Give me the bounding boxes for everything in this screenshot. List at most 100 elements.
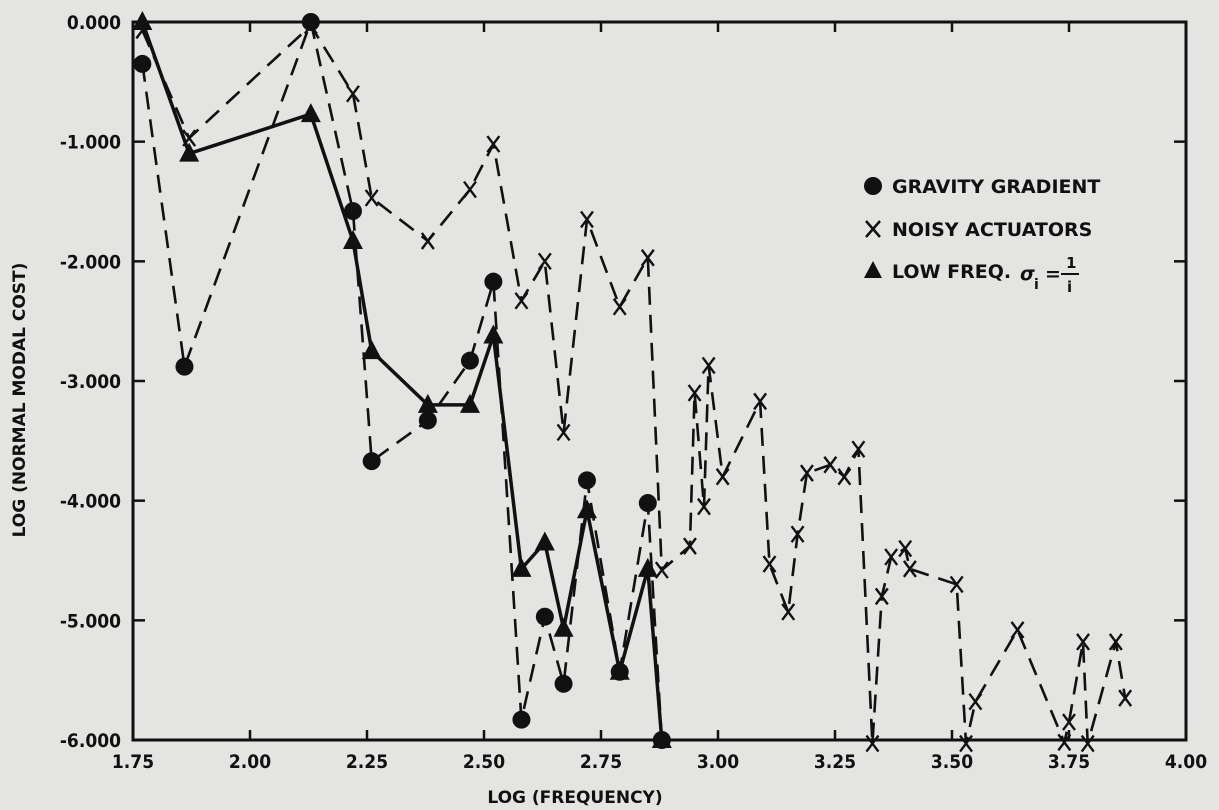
data-point-x bbox=[799, 464, 814, 482]
legend: GRAVITY GRADIENT NOISY ACTUATORS LOW FRE… bbox=[864, 176, 1100, 296]
data-point-x bbox=[949, 575, 964, 594]
x-tick-label: 1.75 bbox=[112, 751, 154, 773]
data-point-x bbox=[1108, 633, 1123, 651]
data-point-x bbox=[346, 85, 360, 103]
legend-circle-marker bbox=[864, 177, 882, 195]
x-tick-label: 2.25 bbox=[346, 751, 388, 773]
data-point-x bbox=[537, 252, 552, 271]
legend-fraction-denominator: i bbox=[1067, 278, 1072, 296]
data-point-circle bbox=[301, 13, 320, 31]
data-point-x bbox=[701, 356, 716, 375]
data-point-circle bbox=[175, 357, 194, 376]
legend-fraction-numerator: 1 bbox=[1066, 254, 1076, 272]
data-point-triangle bbox=[651, 729, 672, 748]
legend-sigma-subscript: i bbox=[1034, 277, 1039, 293]
data-point-x bbox=[959, 734, 973, 753]
data-point-x bbox=[823, 456, 838, 474]
legend-item-gravity-gradient: GRAVITY GRADIENT bbox=[864, 176, 1100, 198]
y-tick-label: -1.000 bbox=[60, 132, 121, 154]
legend-label-low-freq: LOW FREQ. bbox=[892, 261, 1011, 283]
data-point-triangle bbox=[179, 142, 200, 162]
data-point-triangle bbox=[342, 229, 363, 249]
data-point-circle bbox=[577, 471, 596, 490]
x-tick-label: 3.50 bbox=[931, 751, 973, 773]
data-point-x bbox=[697, 497, 711, 516]
data-point-x bbox=[1076, 633, 1090, 651]
data-point-circle bbox=[460, 351, 479, 370]
y-tick-label: -4.000 bbox=[60, 491, 121, 513]
legend-item-noisy-actuators: NOISY ACTUATORS bbox=[865, 219, 1092, 241]
data-point-x bbox=[1057, 733, 1072, 752]
data-point-x bbox=[715, 468, 730, 486]
data-point-triangle bbox=[361, 340, 382, 360]
data-point-x bbox=[851, 440, 866, 458]
data-point-x bbox=[753, 392, 768, 411]
data-point-circle bbox=[638, 494, 657, 513]
data-point-x bbox=[790, 525, 805, 543]
y-tick-label: 0.000 bbox=[67, 12, 121, 34]
data-point-circle bbox=[554, 674, 573, 693]
data-point-triangle bbox=[511, 557, 532, 577]
series-lines bbox=[140, 20, 1127, 745]
data-point-triangle bbox=[576, 499, 597, 519]
data-point-x bbox=[968, 692, 983, 711]
data-point-triangle bbox=[553, 617, 574, 637]
data-point-x bbox=[837, 468, 852, 486]
data-point-triangle bbox=[534, 531, 555, 551]
data-point-x bbox=[514, 292, 529, 310]
axes bbox=[131, 20, 1188, 742]
y-tick-label: -3.000 bbox=[60, 371, 121, 393]
data-point-x bbox=[874, 587, 889, 606]
data-point-x bbox=[1080, 734, 1095, 753]
legend-sigma: σ bbox=[1020, 263, 1035, 285]
tick-labels: 1.75 2.00 2.25 2.50 2.75 3.00 3.25 3.50 3.75 4.00… bbox=[60, 12, 1207, 773]
data-point-circle bbox=[512, 710, 531, 729]
data-point-x bbox=[682, 537, 697, 555]
data-point-x bbox=[1010, 621, 1025, 639]
data-point-x bbox=[580, 210, 594, 229]
series-line-circle bbox=[141, 20, 664, 741]
legend-item-low-freq: LOW FREQ. σ i = 1 i bbox=[864, 254, 1079, 296]
data-point-triangle bbox=[300, 103, 321, 123]
x-axis-label: LOG (FREQUENCY) bbox=[487, 788, 662, 808]
data-point-x bbox=[1118, 689, 1133, 707]
data-point-x bbox=[303, 16, 318, 35]
x-tick-label: 3.75 bbox=[1048, 751, 1090, 773]
data-point-x bbox=[762, 555, 777, 573]
data-point-circle bbox=[343, 202, 362, 221]
data-point-x bbox=[486, 135, 501, 153]
legend-equals: = bbox=[1045, 263, 1061, 285]
y-tick-label: -6.000 bbox=[60, 730, 121, 752]
y-tick-label: -5.000 bbox=[60, 610, 121, 632]
legend-label-noisy-actuators: NOISY ACTUATORS bbox=[892, 219, 1092, 241]
data-point-x bbox=[654, 561, 669, 579]
data-point-x bbox=[364, 189, 379, 207]
data-point-triangle bbox=[459, 393, 480, 413]
data-point-circle bbox=[133, 54, 152, 73]
x-tick-label: 4.00 bbox=[1165, 751, 1207, 773]
data-point-x bbox=[884, 548, 899, 566]
data-point-triangle bbox=[417, 393, 438, 413]
x-tick-label: 3.25 bbox=[814, 751, 856, 773]
data-point-x bbox=[1062, 713, 1076, 731]
series-line-x bbox=[141, 24, 1127, 745]
data-point-x bbox=[182, 129, 197, 147]
series-markers bbox=[132, 11, 1133, 753]
data-point-x bbox=[687, 384, 702, 402]
data-point-x bbox=[463, 180, 477, 199]
data-point-x bbox=[902, 560, 917, 578]
data-point-triangle bbox=[483, 324, 504, 344]
series-line-triangle bbox=[140, 21, 664, 741]
x-tick-label: 2.50 bbox=[463, 751, 505, 773]
data-point-x bbox=[640, 249, 655, 267]
data-point-circle bbox=[484, 272, 503, 291]
data-point-triangle bbox=[609, 660, 630, 680]
x-tick-label: 2.00 bbox=[229, 751, 271, 773]
data-point-triangle bbox=[637, 557, 658, 577]
data-point-circle bbox=[535, 607, 554, 626]
data-point-triangle bbox=[132, 11, 153, 30]
data-point-x bbox=[898, 539, 913, 558]
legend-x-marker bbox=[865, 220, 881, 238]
data-point-x bbox=[420, 232, 435, 250]
